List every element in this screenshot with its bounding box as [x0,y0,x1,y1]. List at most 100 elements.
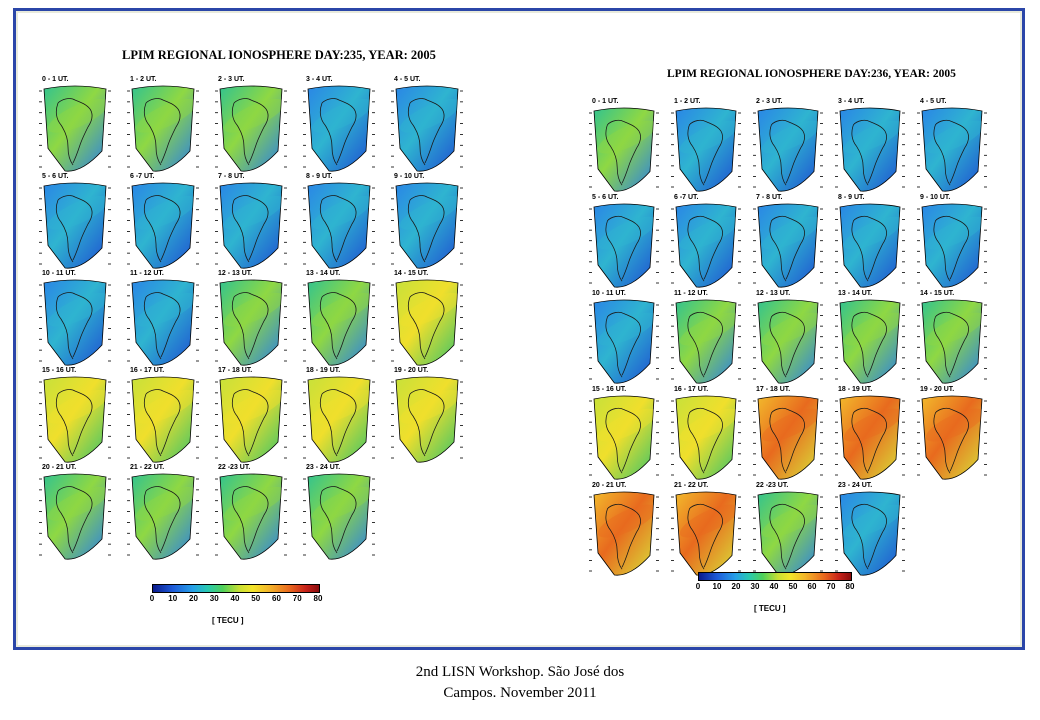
tec-map [39,473,111,561]
map-time-label: 11 - 12 UT. [130,270,164,277]
map-cell: 16 - 17 UT. [671,386,741,482]
map-cell: 12 - 13 UT. [215,270,287,368]
map-cell: 20 - 21 UT. [589,482,659,578]
tec-map [671,491,741,577]
tec-map [589,203,659,289]
colorbar-tick-label: 60 [272,594,281,603]
colorbar-tick-label: 40 [230,594,240,603]
map-cell: 0 - 1 UT. [39,76,111,174]
colorbar-tick-label: 70 [292,594,302,603]
map-time-label: 10 - 11 UT. [42,270,76,277]
tec-map [127,376,199,464]
tec-map [835,203,905,289]
tec-map [215,279,287,367]
tec-map [215,182,287,270]
map-cell: 2 - 3 UT. [753,98,823,194]
tec-map [835,299,905,385]
tec-map [917,107,987,193]
colorbar: 0 10 20 30 40 50 60 70 80 [ TECU ] [149,584,322,628]
map-cell: 15 - 16 UT. [39,367,111,465]
colorbar-tick-label: 30 [750,582,760,591]
colorbar-tick-label: 10 [712,582,722,591]
map-time-label: 23 - 24 UT. [838,482,873,489]
tec-map [303,85,375,173]
tec-map [391,376,463,464]
colorbar-tick-label: 30 [209,594,219,603]
tec-map [127,85,199,173]
map-time-label: 22 -23 UT. [756,482,789,489]
map-cell: 7 - 8 UT. [753,194,823,290]
map-cell: 13 - 14 UT. [835,290,905,386]
map-cell: 16 - 17 UT. [127,367,199,465]
panel-title: LPIM REGIONAL IONOSPHERE DAY:235, YEAR: … [122,48,436,62]
tec-map [917,203,987,289]
tec-map [917,299,987,385]
map-cell: 14 - 15 UT. [391,270,463,368]
map-cell: 10 - 11 UT. [589,290,659,386]
map-time-label: 13 - 14 UT. [306,270,341,277]
map-cell: 18 - 19 UT. [303,367,375,465]
map-cell: 23 - 24 UT. [835,482,905,578]
map-time-label: 1 - 2 UT. [130,76,157,83]
map-cell: 6 -7 UT. [127,173,199,271]
map-time-label: 12 - 13 UT. [218,270,253,277]
map-time-label: 18 - 19 UT. [306,367,341,374]
map-time-label: 5 - 6 UT. [592,194,619,201]
map-time-label: 14 - 15 UT. [394,270,429,277]
map-time-label: 11 - 12 UT. [674,290,708,297]
map-time-label: 2 - 3 UT. [756,98,783,105]
map-time-label: 1 - 2 UT. [674,98,701,105]
map-time-label: 4 - 5 UT. [920,98,947,105]
tec-map [127,473,199,561]
map-cell: 22 -23 UT. [753,482,823,578]
map-time-label: 4 - 5 UT. [394,76,421,83]
footer-line-1: 2nd LISN Workshop. São José dos [415,664,625,680]
tec-map [589,299,659,385]
map-cell: 19 - 20 UT. [917,386,987,482]
tec-map [835,395,905,481]
map-time-label: 0 - 1 UT. [592,98,619,105]
map-time-label: 7 - 8 UT. [756,194,783,201]
map-time-label: 6 -7 UT. [674,194,699,201]
tec-map [753,395,823,481]
tec-map [671,107,741,193]
tec-map [589,491,659,577]
panel-day-236: LPIM REGIONAL IONOSPHERE DAY:236, YEAR: … [565,58,1002,630]
map-cell: 8 - 9 UT. [303,173,375,271]
panel-day-235: LPIM REGIONAL IONOSPHERE DAY:235, YEAR: … [22,30,477,640]
map-time-label: 16 - 17 UT. [674,386,709,393]
colorbar-tick-label: 40 [769,582,779,591]
footer-caption: 2nd LISN Workshop. São José dos Campos. … [0,662,1040,704]
tec-map [589,107,659,193]
map-time-label: 3 - 4 UT. [306,76,333,83]
map-time-label: 9 - 10 UT. [394,173,425,180]
map-time-label: 17 - 18 UT. [218,367,253,374]
map-cell: 8 - 9 UT. [835,194,905,290]
tec-map [215,85,287,173]
tec-map [671,395,741,481]
map-time-label: 20 - 21 UT. [42,464,77,471]
map-time-label: 7 - 8 UT. [218,173,245,180]
map-time-label: 3 - 4 UT. [838,98,865,105]
colorbar-tick-label: 0 [149,594,155,603]
map-time-label: 16 - 17 UT. [130,367,165,374]
map-time-label: 15 - 16 UT. [592,386,627,393]
map-cell: 6 -7 UT. [671,194,741,290]
colorbar-gradient [152,584,320,593]
tec-map [303,182,375,270]
tec-map [391,85,463,173]
map-time-label: 23 - 24 UT. [306,464,341,471]
map-cell: 21 - 22 UT. [127,464,199,562]
tec-map [753,491,823,577]
map-cell: 15 - 16 UT. [589,386,659,482]
colorbar-tick-label: 70 [826,582,836,591]
colorbar-unit: [ TECU ] [754,604,786,613]
map-time-label: 0 - 1 UT. [42,76,69,83]
tec-map [917,395,987,481]
panel-title: LPIM REGIONAL IONOSPHERE DAY:236, YEAR: … [667,68,956,80]
map-cell: 12 - 13 UT. [753,290,823,386]
colorbar-tick-label: 20 [189,594,198,603]
map-time-label: 18 - 19 UT. [838,386,873,393]
tec-map [753,299,823,385]
map-time-label: 22 -23 UT. [218,464,251,471]
